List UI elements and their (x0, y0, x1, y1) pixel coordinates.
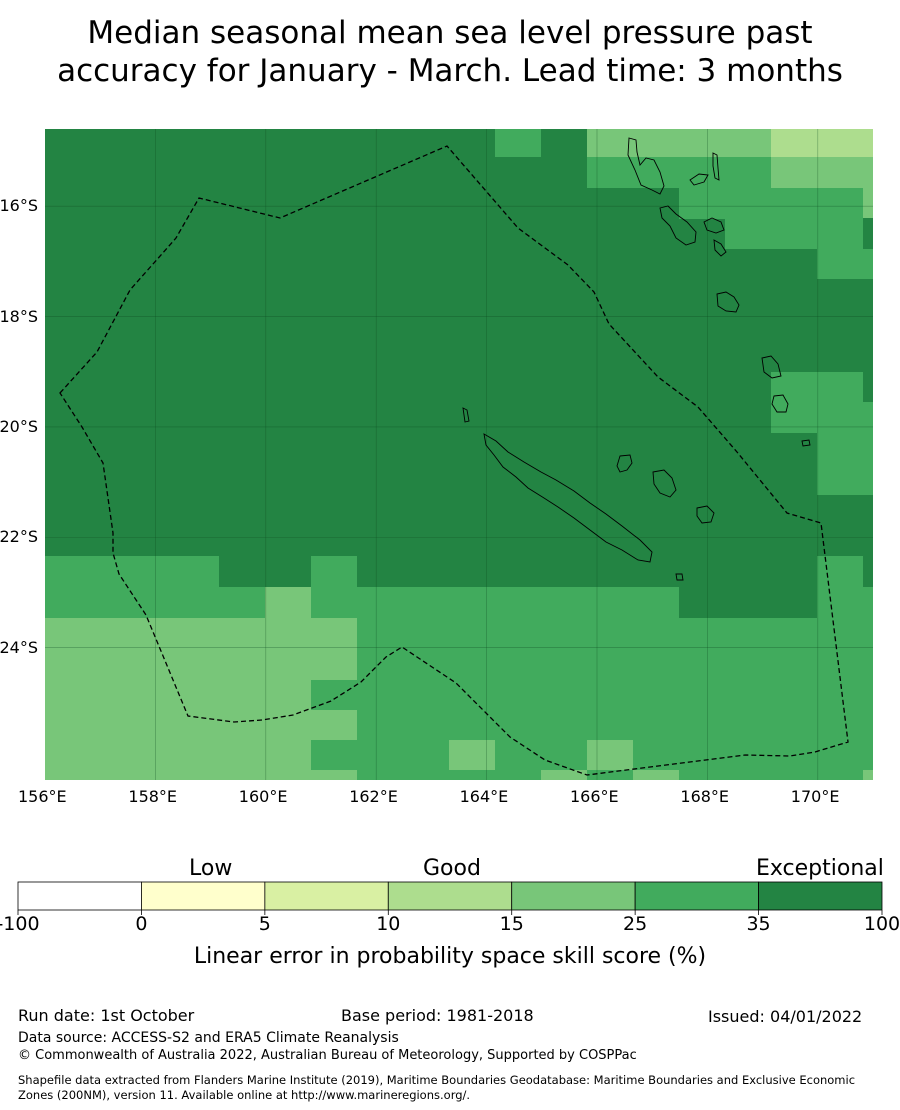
lat-tick-label: 18°S (0, 306, 38, 326)
skill-cell (633, 770, 679, 780)
skill-cell (633, 556, 679, 587)
colorbar-segment (634, 881, 759, 911)
run-date: Run date: 1st October (18, 1006, 195, 1025)
island-outline (716, 291, 740, 313)
skill-cell (679, 556, 817, 618)
lon-tick-label: 170°E (790, 787, 840, 806)
skill-cell (587, 740, 633, 770)
lon-tick-label: 168°E (680, 787, 730, 806)
island-outline (462, 407, 470, 423)
island-outline (771, 394, 789, 413)
colorbar (17, 881, 883, 915)
colorbar-segment (141, 881, 266, 911)
colorbar-tick-label: 0 (135, 913, 148, 935)
shapefile-credit-line-1: Shapefile data extracted from Flanders M… (18, 1073, 856, 1087)
lat-tick-label: 20°S (0, 416, 38, 436)
skill-cell (311, 680, 357, 710)
island-outline (712, 152, 720, 181)
skill-cell (45, 618, 265, 780)
skill-cell (45, 556, 219, 618)
island-outline (713, 239, 727, 257)
lon-tick-label: 156°E (18, 787, 67, 806)
copyright: © Commonwealth of Australia 2022, Austra… (18, 1048, 637, 1063)
island-outline (616, 454, 633, 473)
lon-tick-label: 158°E (128, 787, 178, 806)
colorbar-tick-label: 100 (863, 913, 900, 935)
skill-cell (587, 157, 771, 188)
island-outline (761, 355, 782, 379)
skill-cell (265, 618, 357, 680)
lon-tick-label: 160°E (238, 787, 288, 806)
colorbar-segment (387, 881, 513, 911)
title-line-2: accuracy for January - March. Lead time:… (57, 53, 843, 89)
island-outline (675, 573, 684, 581)
skill-cell (311, 770, 357, 780)
colorbar-segment (511, 881, 636, 911)
skill-cell (771, 372, 863, 433)
base-period: Base period: 1981-2018 (341, 1006, 534, 1025)
lon-tick-label: 166°E (570, 787, 619, 806)
colorbar-label-exceptional: Exceptional (756, 856, 884, 881)
colorbar-tick-label: 5 (258, 913, 271, 935)
island-outline (652, 469, 677, 498)
skill-cell (863, 556, 873, 587)
skill-cell (771, 157, 863, 188)
colorbar-tick-label: 25 (623, 913, 648, 935)
lat-tick-label: 24°S (0, 637, 38, 657)
skill-cell (817, 556, 863, 587)
skill-cell (587, 129, 771, 157)
skill-cell (265, 587, 311, 618)
colorbar-segment (17, 881, 142, 911)
skill-cell (863, 770, 873, 780)
colorbar-tick-label: -100 (0, 913, 40, 935)
colorbar-label-low: Low (189, 856, 233, 881)
island-outline (689, 173, 709, 186)
skill-cell (311, 556, 357, 587)
island-outline (627, 137, 665, 195)
colorbar-tick-label: 35 (746, 913, 771, 935)
colorbar-tick-label: 10 (376, 913, 401, 935)
skill-cell (311, 740, 357, 770)
issued-date: Issued: 04/01/2022 (708, 1007, 863, 1026)
map-gridlines (45, 129, 873, 780)
skill-cell (863, 402, 873, 433)
skill-cell (679, 188, 863, 219)
island-outline (483, 433, 653, 563)
lon-tick-label: 162°E (349, 787, 398, 806)
eez-boundary (59, 145, 849, 776)
island-coastlines (462, 137, 811, 581)
island-outline (801, 439, 811, 447)
colorbar-segment (758, 881, 883, 911)
skill-cell (863, 157, 873, 218)
colorbar-segment (264, 881, 389, 911)
colorbar-tick-label: 15 (499, 913, 524, 935)
shapefile-credit-line-2: Zones (200NM), version 11. Available onl… (18, 1088, 471, 1102)
lat-tick-label: 22°S (0, 527, 38, 547)
skill-cell (311, 710, 357, 740)
skill-cell (771, 129, 873, 157)
skill-cell (541, 770, 587, 780)
island-outline (703, 217, 725, 234)
skill-cell (725, 218, 863, 249)
lon-tick-label: 164°E (459, 787, 509, 806)
lat-tick-label: 16°S (0, 196, 38, 216)
skill-cell (495, 129, 541, 157)
data-source: Data source: ACCESS-S2 and ERA5 Climate … (18, 1030, 399, 1046)
skill-cell (817, 249, 873, 279)
chart-title: Median seasonal mean sea level pressure … (0, 14, 900, 90)
skill-grid-cells (45, 129, 873, 780)
skill-cell (265, 680, 311, 780)
island-outline (659, 205, 697, 246)
colorbar-label-good: Good (423, 856, 481, 881)
skill-cell (449, 740, 495, 770)
title-line-1: Median seasonal mean sea level pressure … (87, 15, 813, 51)
island-outline (696, 505, 715, 524)
colorbar-caption: Linear error in probability space skill … (193, 944, 707, 969)
skill-cell (817, 433, 873, 495)
